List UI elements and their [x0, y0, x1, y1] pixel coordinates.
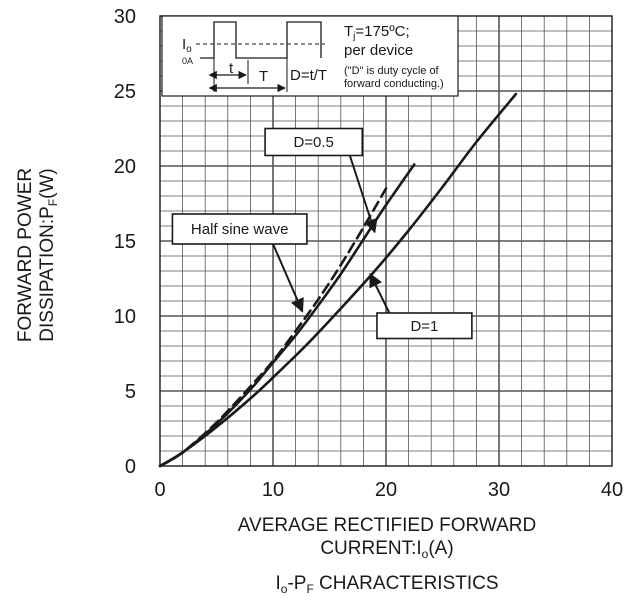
callout-arrow-half-sine-wave: [272, 243, 304, 313]
x-axis-title-line2: CURRENT:Io(A): [320, 538, 453, 561]
callout-box-d-1: [376, 312, 473, 340]
x-tick-label: 10: [262, 479, 284, 501]
io-label: Io: [182, 36, 192, 55]
y-tick-label: 5: [125, 381, 136, 403]
pulse-waveform: [200, 21, 322, 59]
y-axis-title-line2: DISSIPATION:PF(W): [37, 168, 60, 341]
callouts: D=0.5 Half sine wave D=1: [171, 127, 473, 340]
y-tick-label: 30: [114, 6, 136, 28]
callout-box-half-sine-wave: [171, 213, 308, 245]
period-label: T: [259, 68, 268, 85]
x-tick-label: 30: [488, 479, 510, 501]
callout-label-half-sine-wave: Half sine wave: [191, 221, 289, 238]
per-device-label: per device: [344, 42, 413, 59]
x-axis-title-line1: AVERAGE RECTIFIED FORWARD: [238, 515, 536, 536]
y-tick-label: 15: [114, 231, 136, 253]
conditions-box-frame: [161, 15, 459, 97]
y-tick-label: 10: [114, 306, 136, 328]
t-label: t: [229, 60, 234, 77]
tick-labels: 0 10 20 30 40 0 5 10 15 20 25 30: [114, 6, 623, 501]
zero-amp-label: 0A: [182, 56, 193, 66]
y-tick-label: 20: [114, 156, 136, 178]
y-tick-label: 25: [114, 81, 136, 103]
duty-formula: D=t/T: [290, 67, 327, 84]
callout-box-d-0-5: [264, 127, 364, 157]
callout-label-d-1: D=1: [410, 318, 438, 335]
duty-note-line1: ("D" is duty cycle of: [344, 65, 440, 77]
conditions-box: Io 0A t T D=t/T Tj=175ºC; per device ("D…: [161, 15, 459, 97]
y-axis-title-line1: FORWARD POWER: [15, 168, 36, 342]
series-line-half-sine-wave: [158, 187, 388, 468]
callout-arrow-d-0-5: [348, 155, 378, 234]
x-tick-label: 40: [601, 479, 623, 501]
junction-temp: Tj=175ºC;: [344, 23, 410, 42]
y-tick-label: 0: [125, 456, 136, 478]
duty-note-line2: forward conducting.): [344, 78, 444, 90]
callout-arrow-d-1: [369, 272, 391, 314]
x-tick-label: 20: [375, 479, 397, 501]
callout-label-d-0-5: D=0.5: [293, 134, 333, 151]
chart-caption: Io-PF CHARACTERISTICS: [275, 573, 498, 596]
series-line-d-1: [158, 92, 518, 468]
x-tick-label: 0: [154, 479, 165, 501]
